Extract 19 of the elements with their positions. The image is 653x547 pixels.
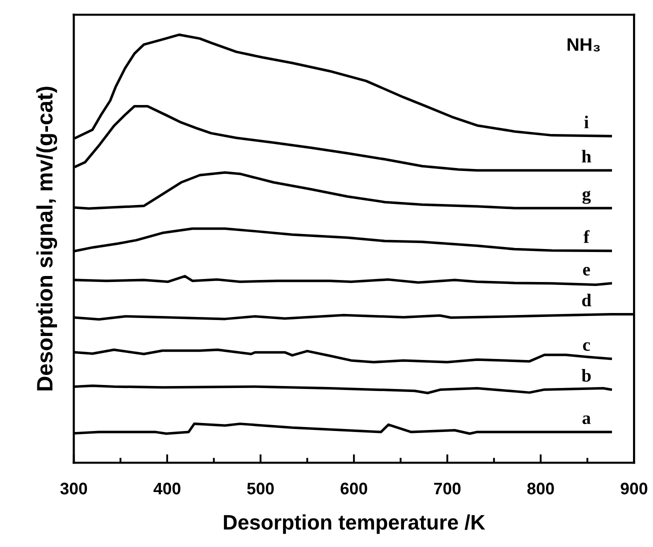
series-label: b: [582, 369, 591, 382]
x-tick-label: 900: [620, 482, 648, 494]
x-tick-label: 700: [434, 482, 461, 494]
series-label: e: [583, 266, 590, 276]
series-label: c: [583, 342, 590, 351]
x-tick-label: 800: [527, 482, 554, 494]
series-label: a: [582, 415, 591, 424]
annotation: NH₃: [568, 38, 600, 52]
series-label: d: [582, 294, 592, 306]
x-tick-label: 500: [247, 482, 274, 494]
x-tick-label: 400: [154, 482, 180, 494]
series-label: g: [582, 190, 591, 204]
x-tick-label: 300: [60, 482, 88, 494]
series-label: i: [584, 116, 589, 128]
series-label: f: [584, 230, 590, 243]
y-axis-title: Desorption signal, mv/(g-cat): [36, 86, 58, 390]
x-axis-title: Desorption temperature /K: [224, 514, 486, 534]
x-tick-label: 600: [340, 482, 368, 494]
series-label: h: [582, 150, 592, 162]
